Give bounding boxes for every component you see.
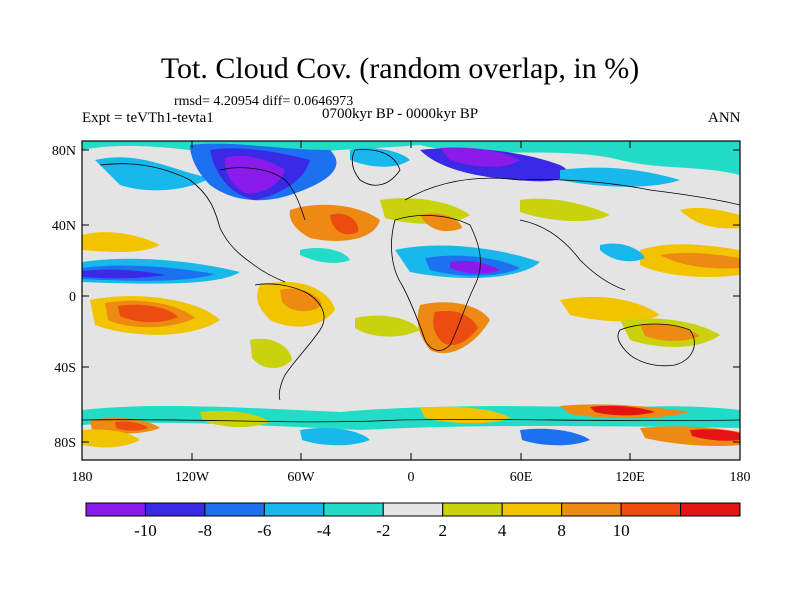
lat-label-80n: 80N xyxy=(52,144,76,159)
lon-label-120e: 120E xyxy=(615,470,645,485)
colorbar-box xyxy=(86,503,145,516)
map-field xyxy=(82,141,740,460)
lon-label-60e: 60E xyxy=(510,470,533,485)
colorbar-label: -6 xyxy=(257,521,271,540)
lat-label-0: 0 xyxy=(69,290,76,305)
colorbar-box xyxy=(264,503,323,516)
colorbar-box xyxy=(383,503,442,516)
colorbar-label: 8 xyxy=(557,521,566,540)
colorbar-labels: -10 -8 -6 -4 -2 2 4 8 10 xyxy=(134,521,629,540)
colorbar-box xyxy=(502,503,561,516)
colorbar-label: -10 xyxy=(134,521,157,540)
colorbar-box xyxy=(205,503,264,516)
colorbar-box xyxy=(145,503,204,516)
lat-label-40s: 40S xyxy=(54,361,76,376)
colorbar-label: 10 xyxy=(613,521,630,540)
colorbar-label: -4 xyxy=(317,521,332,540)
colorbar-box xyxy=(443,503,502,516)
southern-ocean-anomalies xyxy=(82,404,740,460)
lon-label-180e: 180 xyxy=(730,470,751,485)
lon-label-60w: 60W xyxy=(287,470,315,485)
lon-label-180w: 180 xyxy=(72,470,93,485)
lat-label-40n: 40N xyxy=(52,219,76,234)
colorbar-box xyxy=(562,503,621,516)
lon-label-0: 0 xyxy=(408,470,415,485)
colorbar-label: 2 xyxy=(438,521,447,540)
colorbar-box xyxy=(681,503,740,516)
lat-label-80s: 80S xyxy=(54,436,76,451)
colorbar xyxy=(86,503,740,516)
lon-label-120w: 120W xyxy=(175,470,210,485)
colorbar-label: 4 xyxy=(498,521,507,540)
colorbar-label: -2 xyxy=(376,521,390,540)
colorbar-box xyxy=(621,503,680,516)
colorbar-box xyxy=(324,503,383,516)
colorbar-label: -8 xyxy=(198,521,212,540)
